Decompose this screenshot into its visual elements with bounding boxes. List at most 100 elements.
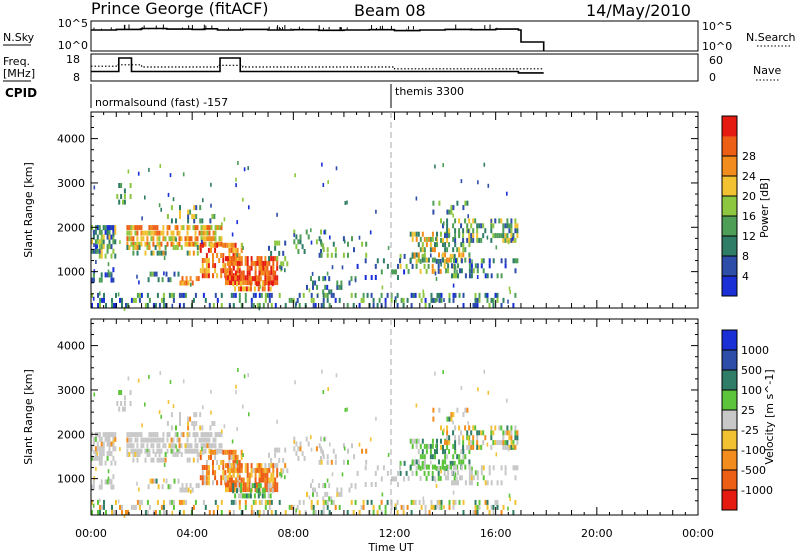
power-cell <box>148 230 151 236</box>
velocity-cell <box>206 432 209 438</box>
velocity-cell <box>516 465 519 471</box>
velocity-cell <box>322 496 325 502</box>
velocity-cell <box>502 440 505 446</box>
velocity-cell <box>421 438 424 444</box>
velocity-cell <box>154 432 157 438</box>
velocity-cell <box>249 488 252 494</box>
power-cell <box>112 267 115 273</box>
velocity-cell <box>238 504 241 510</box>
power-cell <box>424 303 427 308</box>
velocity-cell <box>218 465 221 470</box>
velocity-cell <box>490 480 493 486</box>
velocity-cell <box>420 504 423 510</box>
velocity-cell <box>347 459 349 465</box>
velocity-cell <box>210 432 213 438</box>
power-cell <box>514 237 517 243</box>
velocity-cell <box>442 459 444 465</box>
velocity-cell <box>514 465 517 471</box>
velocity-cell <box>421 449 424 455</box>
power-cell <box>279 265 281 270</box>
velocity-cell <box>326 504 329 510</box>
velocity-cell <box>464 480 467 486</box>
velocity-cell <box>335 373 338 378</box>
velocity-cell <box>267 483 270 489</box>
power-cell <box>188 241 191 247</box>
velocity-colorbar-label-value: -1000 <box>741 484 773 497</box>
velocity-cell <box>486 499 489 505</box>
velocity-cell <box>425 464 428 470</box>
power-cell <box>249 281 252 287</box>
velocity-cell <box>454 444 457 450</box>
velocity-cell <box>276 467 279 473</box>
velocity-cell <box>279 472 281 477</box>
velocity-cell <box>107 469 110 474</box>
velocity-cell <box>476 444 479 450</box>
power-cell <box>248 265 251 271</box>
power-cell <box>458 218 461 224</box>
velocity-cell <box>422 499 425 505</box>
power-cell <box>232 276 235 282</box>
power-cell <box>268 270 271 276</box>
power-cell <box>455 258 457 264</box>
velocity-cell <box>417 438 420 444</box>
power-cell <box>184 236 187 242</box>
power-cell <box>468 242 471 248</box>
power-cell <box>241 242 243 247</box>
velocity-cell <box>413 438 416 444</box>
power-cell <box>468 228 471 234</box>
power-cell <box>162 225 165 231</box>
power-cell <box>445 268 448 274</box>
velocity-cell <box>476 475 479 481</box>
velocity-cell <box>510 440 513 446</box>
power-cell <box>492 297 495 303</box>
velocity-cell <box>453 465 455 471</box>
power-cell <box>435 276 438 281</box>
power-cell <box>186 241 189 247</box>
power-cell <box>210 182 212 187</box>
power-cell <box>326 297 329 303</box>
velocity-scatter-cells <box>91 368 519 518</box>
power-cell <box>176 225 179 231</box>
power-cell <box>252 260 255 266</box>
power-cell <box>494 233 497 239</box>
power-cell <box>121 303 123 308</box>
power-cell <box>138 245 141 250</box>
velocity-cell <box>415 465 418 471</box>
power-cell <box>194 236 197 242</box>
velocity-cell <box>152 432 155 438</box>
power-cell <box>411 236 414 242</box>
power-cell <box>417 242 420 248</box>
power-cell <box>156 225 159 231</box>
velocity-cell <box>238 463 241 469</box>
velocity-cell <box>186 432 189 438</box>
power-cell <box>236 265 239 271</box>
velocity-cell <box>91 455 93 461</box>
velocity-cell <box>328 510 331 515</box>
power-cell <box>276 265 279 271</box>
power-cell <box>98 277 101 283</box>
velocity-cell <box>197 483 200 489</box>
power-cell <box>138 292 141 298</box>
power-cell <box>476 223 479 229</box>
velocity-cell <box>154 437 157 443</box>
power-cell <box>104 229 107 235</box>
velocity-cell <box>170 425 173 431</box>
power-cell <box>478 223 481 229</box>
velocity-cell <box>440 425 442 431</box>
power-cell <box>112 234 115 240</box>
power-cell <box>329 235 331 240</box>
velocity-cell <box>222 465 225 470</box>
velocity-cell <box>272 467 275 473</box>
velocity-cell <box>360 504 363 510</box>
velocity-cell <box>466 407 469 413</box>
velocity-colorbar-bin <box>722 430 737 451</box>
velocity-cell <box>415 470 418 476</box>
power-cell <box>100 244 103 250</box>
power-cell <box>391 269 393 275</box>
velocity-cell <box>270 487 273 493</box>
power-cell <box>238 260 241 266</box>
power-cell <box>150 230 153 236</box>
velocity-cell <box>436 499 439 505</box>
power-cell <box>478 292 481 298</box>
velocity-cell <box>260 463 263 469</box>
